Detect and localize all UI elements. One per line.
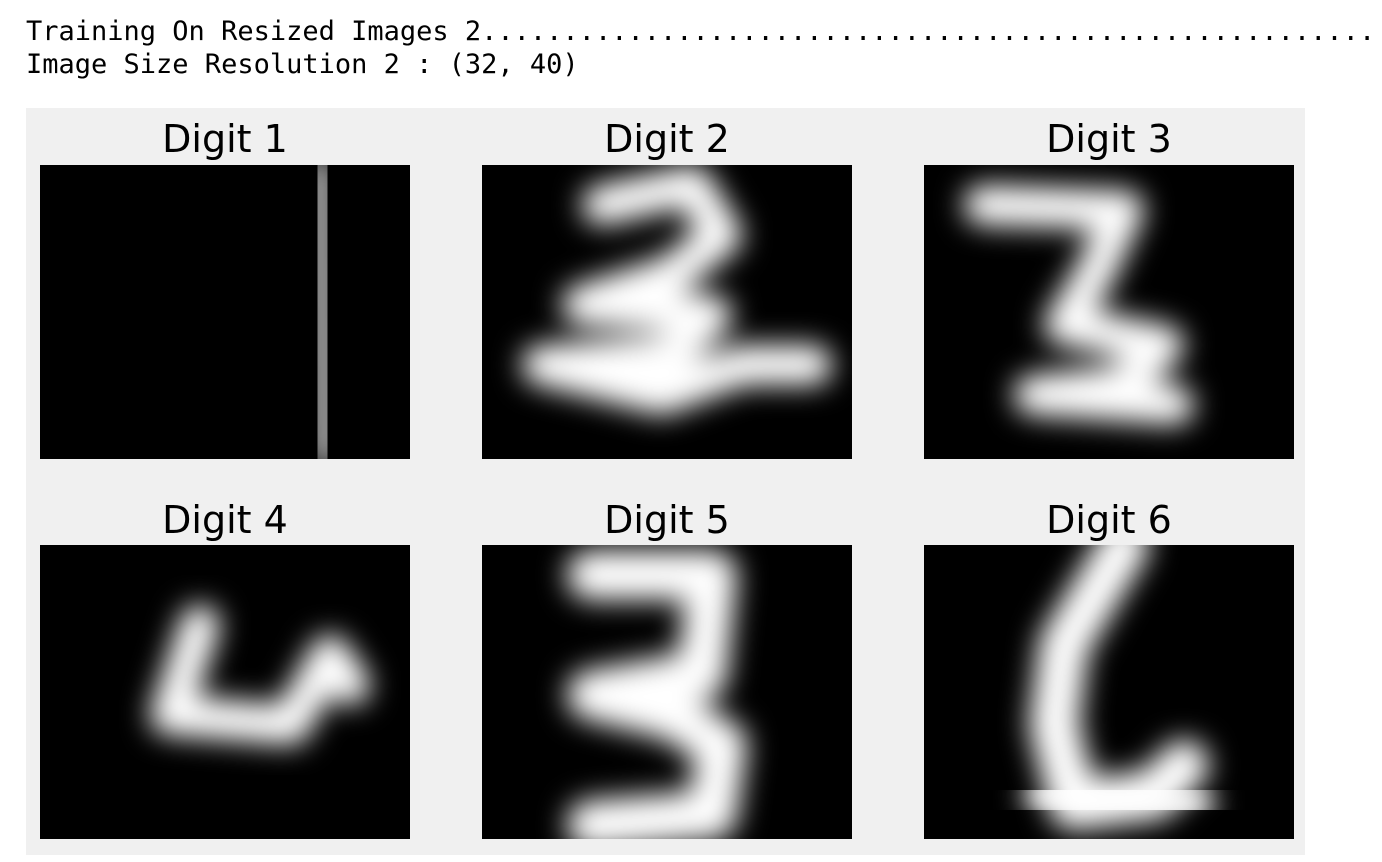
digit-image — [482, 165, 852, 459]
digit-image — [482, 545, 852, 839]
panel-title: Digit 5 — [604, 498, 730, 542]
panel-title: Digit 2 — [604, 117, 730, 161]
digit-image — [40, 545, 410, 839]
output-line: Training On Resized Images 2............… — [26, 16, 1376, 47]
panel-title: Digit 1 — [162, 117, 288, 161]
panel-title: Digit 4 — [162, 498, 288, 542]
panel-title: Digit 6 — [1046, 498, 1172, 542]
digit-image — [40, 165, 410, 459]
output-line: Image Size Resolution 2 : (32, 40) — [26, 49, 579, 80]
digit-image — [924, 545, 1294, 839]
digit-image — [924, 165, 1294, 459]
panel-title: Digit 3 — [1046, 117, 1172, 161]
